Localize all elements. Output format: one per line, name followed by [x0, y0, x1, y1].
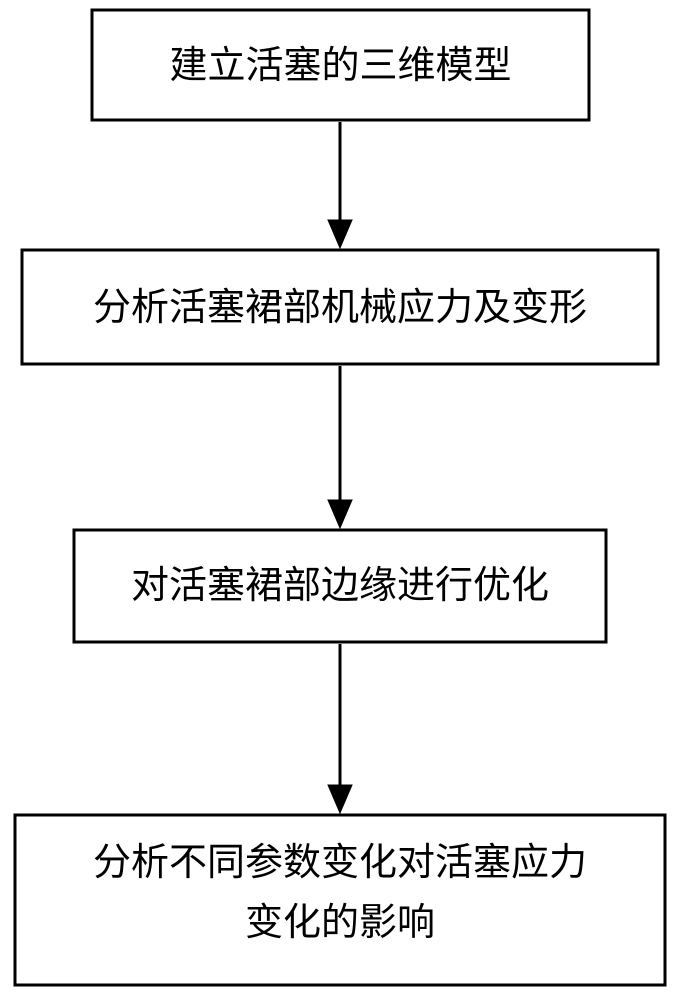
flowchart-node-4: 分析不同参数变化对活塞应力变化的影响 — [15, 815, 665, 985]
arrow-head-icon — [328, 500, 352, 528]
arrow-head-icon — [328, 220, 352, 248]
node-box — [15, 815, 665, 985]
node-label: 分析活塞裙部机械应力及变形 — [93, 287, 587, 329]
arrow-head-icon — [328, 785, 352, 813]
node-label: 对活塞裙部边缘进行优化 — [131, 565, 549, 607]
flowchart-node-3: 对活塞裙部边缘进行优化 — [74, 530, 606, 642]
flowchart-node-1: 建立活塞的三维模型 — [92, 10, 589, 120]
node-label: 建立活塞的三维模型 — [169, 45, 511, 87]
flowchart-node-2: 分析活塞裙部机械应力及变形 — [22, 250, 658, 364]
node-label: 变化的影响 — [245, 902, 435, 944]
node-label: 分析不同参数变化对活塞应力 — [93, 842, 587, 884]
